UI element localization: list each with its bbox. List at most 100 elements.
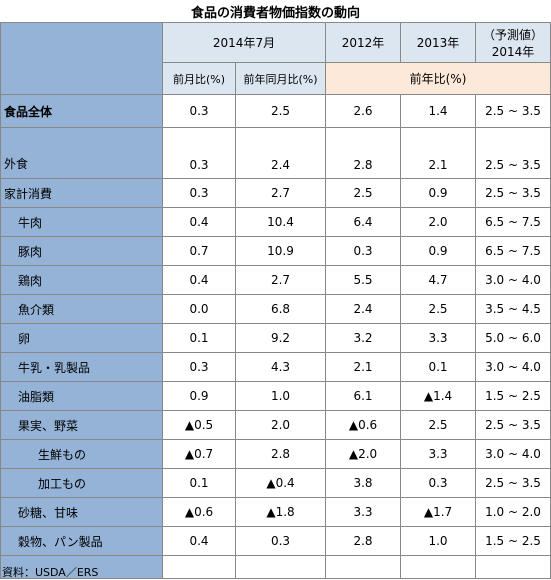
value-cell: 6.1 <box>325 381 401 411</box>
value-cell: 0.9 <box>400 178 476 208</box>
data-row: 豚肉 0.7 10.9 0.3 0.9 6.5 ~ 7.5 <box>0 236 551 266</box>
blank-cell <box>400 555 476 579</box>
row-label: 家計消費 <box>0 178 163 208</box>
data-row: 魚介類 0.0 6.8 2.4 2.5 3.5 ~ 4.5 <box>0 294 551 324</box>
value-cell: 2.1 <box>325 352 401 382</box>
value-cell: 10.9 <box>235 236 326 266</box>
value-cell: 3.5 ~ 4.5 <box>475 294 551 324</box>
value-cell: ▲2.0 <box>325 439 401 469</box>
title: 食品の消費者物価指数の動向 <box>190 6 360 21</box>
header-cell: 2012年 <box>325 22 401 63</box>
row-label: 魚介類 <box>0 294 163 324</box>
value-cell: 2.4 <box>235 127 326 179</box>
value-cell: ▲0.5 <box>162 410 236 440</box>
header-cell: 前年同月比(%) <box>235 62 326 95</box>
row-label: 穀物、パン製品 <box>0 526 163 556</box>
data-row: 卵 0.1 9.2 3.2 3.3 5.0 ~ 6.0 <box>0 323 551 353</box>
header-text: （予測値） <box>482 27 543 42</box>
value-cell: 1.5 ~ 2.5 <box>475 381 551 411</box>
data-row: 生鮮もの ▲0.7 2.8 ▲2.0 3.3 3.0 ~ 4.0 <box>0 439 551 469</box>
corner <box>0 22 163 95</box>
value-cell: 4.3 <box>235 352 326 382</box>
value-cell: 6.4 <box>325 207 401 237</box>
value-cell: 2.5 ~ 3.5 <box>475 178 551 208</box>
value-cell: 0.1 <box>162 323 236 353</box>
blank-cell <box>325 555 401 579</box>
data-row: 果実、野菜 ▲0.5 2.0 ▲0.6 2.5 2.5 ~ 3.5 <box>0 410 551 440</box>
row-label: 卵 <box>0 323 163 353</box>
value-cell: 2.5 <box>400 294 476 324</box>
data-row: 加工もの 0.1 ▲0.4 3.8 0.3 2.5 ~ 3.5 <box>0 468 551 498</box>
value-cell: 2.8 <box>235 439 326 469</box>
data-row: 家計消費 0.3 2.7 2.5 0.9 2.5 ~ 3.5 <box>0 178 551 208</box>
value-cell: 2.5 ~ 3.5 <box>475 94 551 128</box>
data-row: 食品全体 0.3 2.5 2.6 1.4 2.5 ~ 3.5 <box>0 94 551 128</box>
value-cell: 1.4 <box>400 94 476 128</box>
row-label: 外食 <box>0 127 163 179</box>
value-cell: 6.8 <box>235 294 326 324</box>
header-cell: 2014年7月 <box>162 22 326 63</box>
value-cell: 0.7 <box>162 236 236 266</box>
value-cell: 0.3 <box>162 127 236 179</box>
value-cell: 2.5 <box>325 178 401 208</box>
value-cell: 0.4 <box>162 526 236 556</box>
value-cell: ▲0.6 <box>162 497 236 527</box>
value-cell: 3.0 ~ 4.0 <box>475 265 551 295</box>
value-cell: 2.6 <box>325 94 401 128</box>
value-cell: 0.9 <box>162 381 236 411</box>
blank-cell <box>162 555 236 579</box>
header-cell: 前年比(%) <box>325 62 551 95</box>
row-label: 牛肉 <box>0 207 163 237</box>
value-cell: 4.7 <box>400 265 476 295</box>
value-cell: 1.5 ~ 2.5 <box>475 526 551 556</box>
value-cell: 0.3 <box>325 236 401 266</box>
header-text: 2014年 <box>491 44 535 59</box>
data-row: 牛肉 0.4 10.4 6.4 2.0 6.5 ~ 7.5 <box>0 207 551 237</box>
value-cell: 2.5 ~ 3.5 <box>475 468 551 498</box>
value-cell: 2.0 <box>400 207 476 237</box>
data-row: 牛乳・乳製品 0.3 4.3 2.1 0.1 3.0 ~ 4.0 <box>0 352 551 382</box>
value-cell: 2.8 <box>325 526 401 556</box>
value-cell: 3.0 ~ 4.0 <box>475 439 551 469</box>
value-cell: ▲1.7 <box>400 497 476 527</box>
value-cell: 0.9 <box>400 236 476 266</box>
row-label: 砂糖、甘味 <box>0 497 163 527</box>
data-row: 油脂類 0.9 1.0 6.1 ▲1.4 1.5 ~ 2.5 <box>0 381 551 411</box>
row-label: 加工もの <box>0 468 163 498</box>
row-label: 食品全体 <box>0 94 163 128</box>
value-cell: 2.4 <box>325 294 401 324</box>
header-row: 2014年7月 2012年 2013年 （予測値） 2014年 <box>0 22 551 95</box>
value-cell: 1.0 <box>400 526 476 556</box>
value-cell: 3.8 <box>325 468 401 498</box>
data-row: 鶏肉 0.4 2.7 5.5 4.7 3.0 ~ 4.0 <box>0 265 551 295</box>
value-cell: 2.5 <box>400 410 476 440</box>
value-cell: 2.5 <box>235 94 326 128</box>
row-label: 生鮮もの <box>0 439 163 469</box>
value-cell: 9.2 <box>235 323 326 353</box>
value-cell: 3.3 <box>400 439 476 469</box>
blank-cell <box>475 555 551 579</box>
data-row: 穀物、パン製品 0.4 0.3 2.8 1.0 1.5 ~ 2.5 <box>0 526 551 556</box>
value-cell: ▲1.4 <box>400 381 476 411</box>
value-cell: 3.0 ~ 4.0 <box>475 352 551 382</box>
row-label: 果実、野菜 <box>0 410 163 440</box>
value-cell: 2.8 <box>325 127 401 179</box>
value-cell: 0.3 <box>162 352 236 382</box>
row-label: 豚肉 <box>0 236 163 266</box>
row-label: 鶏肉 <box>0 265 163 295</box>
value-cell: 0.4 <box>162 207 236 237</box>
value-cell: 6.5 ~ 7.5 <box>475 207 551 237</box>
value-cell: 2.0 <box>235 410 326 440</box>
header-cell: 2013年 <box>400 22 476 63</box>
value-cell: 1.0 ~ 2.0 <box>475 497 551 527</box>
value-cell: 1.0 <box>235 381 326 411</box>
value-cell: 0.1 <box>162 468 236 498</box>
value-cell: 2.1 <box>400 127 476 179</box>
source: 資料：USDA／ERS <box>2 566 99 579</box>
header-cell: （予測値） 2014年 <box>475 22 551 63</box>
value-cell: 5.0 ~ 6.0 <box>475 323 551 353</box>
value-cell: 6.5 ~ 7.5 <box>475 236 551 266</box>
blank-cell <box>235 555 326 579</box>
value-cell: 0.0 <box>162 294 236 324</box>
